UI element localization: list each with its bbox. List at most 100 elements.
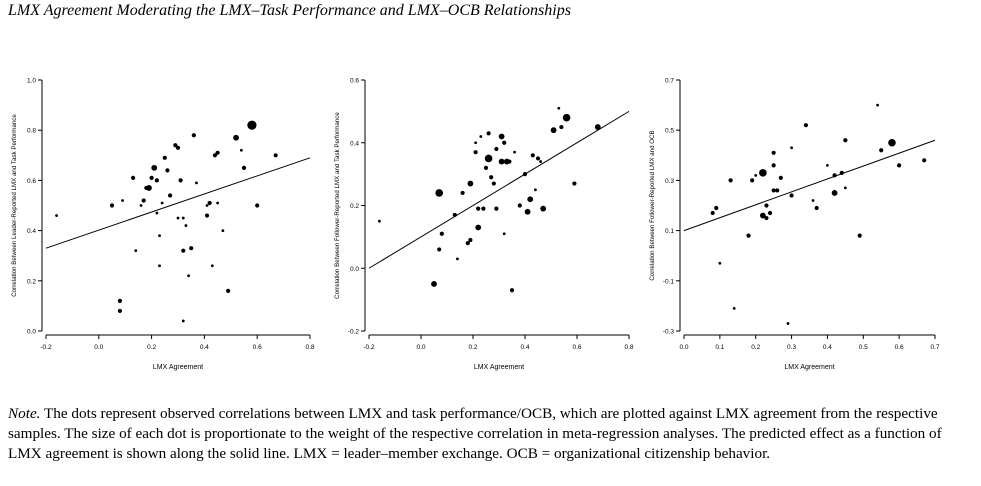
data-point xyxy=(539,160,542,163)
x-tick-label: 0.2 xyxy=(147,344,156,351)
data-point xyxy=(210,264,214,268)
data-point xyxy=(562,113,571,122)
y-axis-label: Correlation Between Follower-Reported LM… xyxy=(649,130,656,280)
data-point xyxy=(178,178,183,183)
y-tick-label: 0.1 xyxy=(665,228,674,235)
y-tick-label: 0.8 xyxy=(27,128,36,135)
data-point xyxy=(557,106,561,110)
x-tick-label: 0.5 xyxy=(859,344,868,351)
data-point xyxy=(843,138,848,143)
data-point xyxy=(789,193,794,198)
data-point xyxy=(158,234,161,238)
data-point xyxy=(826,163,829,167)
data-point xyxy=(502,140,507,145)
data-point xyxy=(767,210,773,216)
data-point xyxy=(486,131,491,136)
y-tick-label: 0.4 xyxy=(27,228,36,235)
data-point xyxy=(507,159,512,164)
y-axis-label: Correlation Between Follower-Reported LM… xyxy=(334,112,341,299)
data-point xyxy=(431,281,437,287)
data-point xyxy=(494,146,499,152)
data-point xyxy=(714,205,719,211)
data-point xyxy=(155,211,159,215)
x-tick-label: -0.2 xyxy=(40,344,52,351)
data-point xyxy=(378,219,381,223)
data-point xyxy=(247,120,257,130)
note-label: Note. xyxy=(8,405,41,422)
data-point xyxy=(468,237,473,243)
data-point xyxy=(204,213,210,218)
y-tick-label: 0.6 xyxy=(350,78,359,85)
y-tick-label: -0.1 xyxy=(663,278,675,285)
data-point xyxy=(216,201,220,205)
y-tick-label: 0.2 xyxy=(350,203,359,210)
data-point xyxy=(832,173,837,178)
y-tick-label: 0.5 xyxy=(665,128,674,135)
y-tick-label: -0.2 xyxy=(348,329,360,336)
chart-panel-1: 0.0 0.2 0.4 0.6 0.8 1.0 -0.2 0.0 0.2 0.4 0.6 0.8 LMX… xyxy=(11,78,315,372)
x-tick-label: 0.4 xyxy=(520,344,529,351)
data-point xyxy=(474,141,477,145)
data-point xyxy=(522,172,528,177)
data-point xyxy=(117,298,123,303)
data-point xyxy=(530,153,535,158)
data-point xyxy=(502,232,506,236)
data-point xyxy=(151,164,158,171)
data-point xyxy=(160,201,164,205)
data-point xyxy=(764,203,769,208)
y-tick-label: 0.3 xyxy=(665,178,674,185)
data-point xyxy=(814,205,819,211)
data-point xyxy=(255,203,260,208)
y-tick-label: 0.2 xyxy=(27,278,36,285)
data-point xyxy=(559,124,564,130)
data-point xyxy=(139,204,143,207)
data-point xyxy=(494,206,499,211)
data-point xyxy=(759,169,767,177)
data-point xyxy=(456,257,459,261)
data-point xyxy=(226,288,231,293)
data-point xyxy=(897,163,902,168)
data-point xyxy=(437,247,442,252)
data-point xyxy=(922,158,927,163)
regression-line xyxy=(45,157,311,249)
data-point xyxy=(173,143,178,148)
data-point xyxy=(839,170,844,175)
y-tick-label: 0.7 xyxy=(665,78,674,85)
x-tick-label: 0.4 xyxy=(200,344,209,351)
data-point xyxy=(498,158,505,165)
data-point xyxy=(843,186,847,190)
data-point xyxy=(550,127,557,134)
figure-title: LMX Agreement Moderating the LMX–Task Pe… xyxy=(8,2,571,19)
data-point xyxy=(149,175,154,180)
x-tick-label: 0.8 xyxy=(624,344,633,351)
x-tick-label: 0.6 xyxy=(895,344,904,351)
data-point xyxy=(191,133,196,138)
data-point xyxy=(195,181,198,185)
x-tick-label: 0.7 xyxy=(930,344,939,351)
data-point xyxy=(273,153,278,158)
data-point xyxy=(239,148,243,152)
chart-panel-3: -0.3 -0.1 0.1 0.3 0.5 0.7 0.0 0.1 0.2 0.3 0.4 0.5 0.… xyxy=(649,78,940,372)
data-point xyxy=(876,103,880,107)
data-point xyxy=(241,165,247,170)
data-point xyxy=(475,224,482,231)
data-point xyxy=(513,150,516,154)
x-tick-label: 0.2 xyxy=(751,344,760,351)
data-point xyxy=(879,148,884,153)
data-point xyxy=(754,173,758,177)
data-point xyxy=(121,199,124,202)
data-point xyxy=(481,206,486,211)
data-point xyxy=(489,175,494,180)
data-point xyxy=(746,233,751,238)
data-point xyxy=(483,165,489,170)
data-point xyxy=(771,188,776,193)
data-point xyxy=(109,203,115,208)
data-point xyxy=(215,150,220,155)
y-axis-label: Correlation Between Leader-Reported LMX … xyxy=(11,114,18,297)
data-point xyxy=(888,138,896,147)
y-tick-label: 0.4 xyxy=(350,140,359,147)
data-point xyxy=(452,212,457,218)
x-tick-label: 0.1 xyxy=(715,344,724,351)
x-axis-label: LMX Agreement xyxy=(153,364,203,371)
data-point xyxy=(771,163,776,168)
